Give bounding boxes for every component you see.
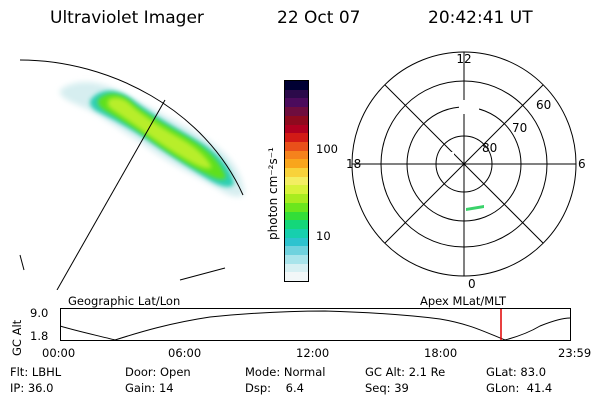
colorbar-segment (285, 228, 308, 238)
earth-limb (19, 59, 244, 196)
colorbar-segment (285, 194, 308, 203)
mlt-label-6: 6 (578, 157, 586, 171)
geographic-image (19, 59, 245, 290)
colorbar-segment (285, 81, 308, 90)
colorbar-segment (285, 272, 308, 282)
mlt-label-18: 18 (346, 157, 361, 171)
timeline-frame (60, 308, 571, 341)
timeline-xtick-1: 06:00 (168, 346, 202, 360)
mlt-label-12: 12 (456, 52, 471, 66)
colorbar-segment (285, 89, 308, 99)
colorbar-segment (285, 185, 308, 195)
colorbar-segment (285, 176, 308, 186)
longitude-line (56, 99, 166, 290)
timeline-ytick-high: 9.0 (30, 306, 49, 320)
timeline-ylabel: GC Alt (10, 319, 24, 356)
polar-diag-2 (384, 84, 544, 244)
colorbar-segment (285, 107, 308, 116)
timeline-ytick-low: 1.8 (30, 329, 49, 343)
timeline-xtick-0: 00:00 (42, 346, 76, 360)
info-glat: GLat: 83.0 (486, 365, 547, 379)
altitude-curve (60, 310, 571, 341)
info-gain: Gain: 14 (125, 381, 174, 395)
info-dsp: Dsp: 6.4 (245, 381, 304, 395)
polar-plot: 12 18 6 0 60 70 80 (346, 51, 586, 290)
colorbar-tick-100: 100 (316, 142, 338, 156)
colorbar-segment (285, 237, 308, 247)
info-ip: IP: 36.0 (10, 381, 54, 395)
timeline-xtick-3: 18:00 (424, 346, 458, 360)
info-glon: GLon: 41.4 (486, 381, 553, 395)
colorbar-segment (285, 141, 308, 151)
colorbar (284, 80, 309, 282)
instrument-title: Ultraviolet Imager (50, 8, 204, 28)
colorbar-segment (285, 133, 308, 142)
timeline-xtick-2: 12:00 (296, 346, 330, 360)
mlt-label-0: 0 (468, 277, 476, 290)
timeline-xtick-4: 23:59 (558, 346, 592, 360)
aurora-emission (59, 81, 245, 197)
info-gc-alt: GC Alt: 2.1 Re (365, 365, 446, 379)
colorbar-segment (285, 98, 308, 108)
colorbar-segment (285, 168, 308, 177)
lat-label-80: 80 (482, 141, 497, 155)
info-mode: Mode: Normal (245, 365, 326, 379)
colorbar-segment (285, 263, 308, 273)
latitude-line-left (19, 254, 25, 271)
colorbar-segment (285, 202, 308, 212)
date-label: 22 Oct 07 (277, 8, 361, 28)
colorbar-label: photon cm⁻²s⁻¹ (266, 147, 280, 240)
latitude-line (179, 267, 226, 281)
colorbar-segment (285, 246, 308, 256)
lat-label-70: 70 (512, 121, 527, 135)
colorbar-segment (285, 115, 308, 125)
lat-label-60: 60 (536, 98, 551, 112)
colorbar-tick-10: 10 (316, 229, 331, 243)
colorbar-segment (285, 255, 308, 264)
info-seq: Seq: 39 (365, 381, 409, 395)
colorbar-segment (285, 124, 308, 134)
info-filter: Flt: LBHL (10, 365, 62, 379)
colorbar-segment (285, 211, 308, 221)
colorbar-segment (285, 159, 308, 169)
timeline-left-title: Geographic Lat/Lon (68, 294, 181, 308)
colorbar-segment (285, 150, 308, 160)
aurora-oval-trace (466, 205, 484, 211)
timeline-right-title: Apex MLat/MLT (420, 294, 507, 308)
info-door: Door: Open (125, 365, 191, 379)
colorbar-segment (285, 220, 308, 229)
altitude-timeline (60, 308, 571, 341)
time-label: 20:42:41 UT (428, 8, 533, 28)
